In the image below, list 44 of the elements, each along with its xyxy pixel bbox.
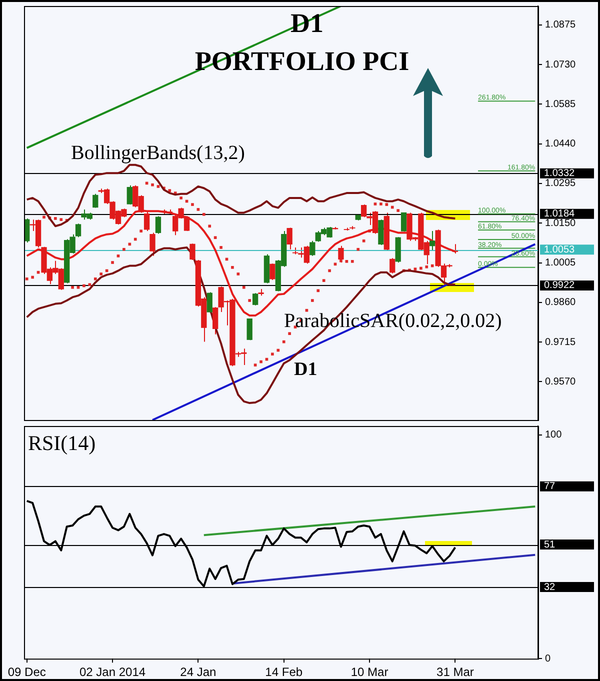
ref-line-label: 32 [544,582,556,593]
x-tick-label: 31 Mar [436,665,474,680]
y-tick-label: 0.9570 [545,376,576,388]
y-tick-label: 1.0875 [545,20,576,31]
x-tick-label: 10 Mar [350,665,388,680]
candlestick [430,230,436,252]
y-tick-label: 1.0295 [545,178,576,190]
y-tick-label: 0.9715 [545,336,576,348]
y-tick-label: 1.0150 [545,218,576,229]
y-tick-label: 1.0440 [545,138,576,150]
annotation: D1 [294,359,318,380]
x-tick-label: 09 Dec [8,665,46,680]
x-tick-label: 24 Jan [180,665,216,680]
candlestick [150,232,156,256]
candlestick [155,216,162,234]
candlestick [252,292,258,306]
chart-title: RSI(14) [28,431,96,455]
ref-line-label: 1.0332 [544,168,576,180]
candlestick [390,258,396,274]
ref-line-label: 0.9922 [544,280,576,292]
candlestick [338,245,344,263]
y-tick-label: 0.9860 [545,297,576,308]
candlestick [92,193,98,208]
ref-line-label: 1.0184 [544,208,576,220]
y-tick-label: 1.0585 [545,98,576,110]
y-tick-label: 100 [545,430,562,441]
ref-line-label: 51 [544,539,556,550]
ref-line-label: 1.0053 [544,244,576,256]
x-tick-label: 14 Feb [265,665,303,680]
candlestick [212,306,218,335]
candlestick [190,243,196,261]
x-tick-label: 02 Jan 2014 [79,665,146,680]
candlestick [270,263,276,280]
annotation: BollingerBands(13,2) [71,142,245,164]
y-tick-label: 1.0005 [545,258,576,269]
y-tick-label: 0 [545,653,551,664]
candlestick [310,240,316,256]
candlestick [206,292,212,314]
candlestick [400,212,407,232]
y-tick-label: 1.0730 [545,59,576,70]
candlestick [246,318,252,341]
candlestick [126,184,132,206]
ref-line-label: 77 [544,481,556,492]
candlestick [286,227,292,250]
